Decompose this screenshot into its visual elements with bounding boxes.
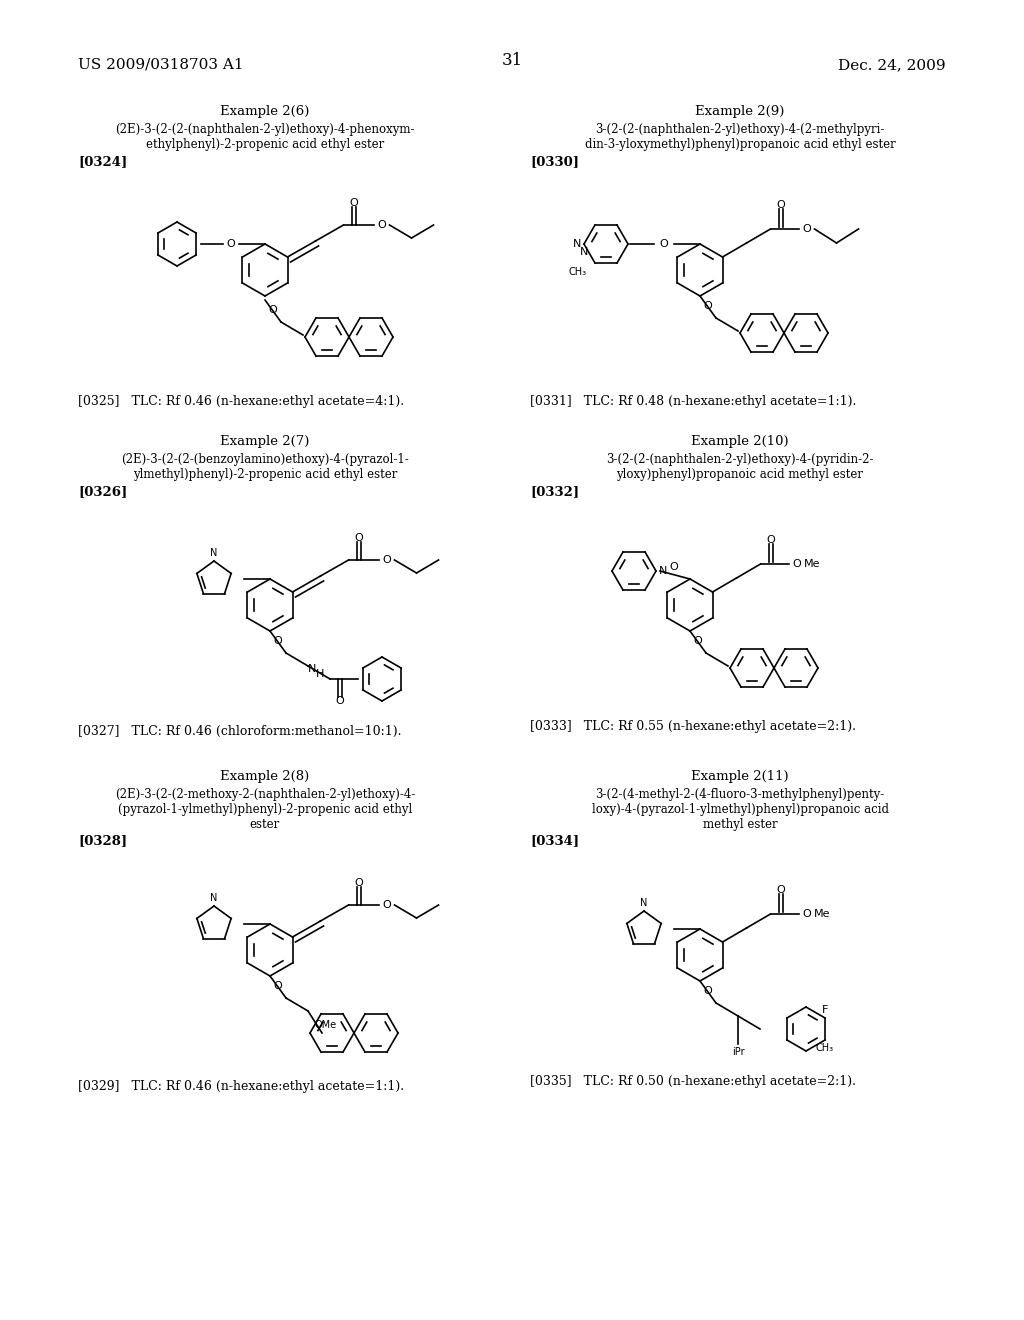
- Text: Example 2(8): Example 2(8): [220, 770, 309, 783]
- Text: O: O: [703, 301, 713, 312]
- Text: 3-(2-(2-(naphthalen-2-yl)ethoxy)-4-(pyridin-2-
yloxy)phenyl)propanoic acid methy: 3-(2-(2-(naphthalen-2-yl)ethoxy)-4-(pyri…: [606, 453, 873, 480]
- Text: N: N: [572, 239, 582, 249]
- Text: H: H: [315, 669, 325, 678]
- Text: N: N: [658, 566, 668, 576]
- Text: Example 2(6): Example 2(6): [220, 106, 309, 117]
- Text: [0330]: [0330]: [530, 154, 579, 168]
- Text: O: O: [268, 305, 278, 315]
- Text: (2E)-3-(2-(2-methoxy-2-(naphthalen-2-yl)ethoxy)-4-
(pyrazol-1-ylmethyl)phenyl)-2: (2E)-3-(2-(2-methoxy-2-(naphthalen-2-yl)…: [115, 788, 415, 832]
- Text: O: O: [703, 986, 713, 997]
- Text: O: O: [226, 239, 236, 249]
- Text: [0328]: [0328]: [78, 834, 127, 847]
- Text: O: O: [659, 239, 669, 249]
- Text: O: O: [802, 909, 811, 919]
- Text: O: O: [377, 220, 386, 230]
- Text: O: O: [273, 981, 283, 991]
- Text: [0326]: [0326]: [78, 484, 127, 498]
- Text: O: O: [382, 554, 391, 565]
- Text: [0335]   TLC: Rf 0.50 (n-hexane:ethyl acetate=2:1).: [0335] TLC: Rf 0.50 (n-hexane:ethyl acet…: [530, 1074, 856, 1088]
- Text: O: O: [336, 696, 344, 706]
- Text: iPr: iPr: [732, 1047, 744, 1057]
- Text: O: O: [693, 636, 702, 645]
- Text: O: O: [776, 884, 784, 895]
- Text: N: N: [308, 664, 316, 675]
- Text: O: O: [766, 535, 775, 545]
- Text: [0327]   TLC: Rf 0.46 (chloroform:methanol=10:1).: [0327] TLC: Rf 0.46 (chloroform:methanol…: [78, 725, 401, 738]
- Text: (2E)-3-(2-(2-(benzoylamino)ethoxy)-4-(pyrazol-1-
ylmethyl)phenyl)-2-propenic aci: (2E)-3-(2-(2-(benzoylamino)ethoxy)-4-(py…: [121, 453, 409, 480]
- Text: Me: Me: [814, 909, 830, 919]
- Text: O: O: [273, 636, 283, 645]
- Text: [0333]   TLC: Rf 0.55 (n-hexane:ethyl acetate=2:1).: [0333] TLC: Rf 0.55 (n-hexane:ethyl acet…: [530, 719, 856, 733]
- Text: O: O: [670, 562, 678, 572]
- Text: Example 2(7): Example 2(7): [220, 436, 309, 447]
- Text: O: O: [349, 198, 358, 209]
- Text: Example 2(9): Example 2(9): [695, 106, 784, 117]
- Text: N: N: [210, 548, 218, 558]
- Text: [0325]   TLC: Rf 0.46 (n-hexane:ethyl acetate=4:1).: [0325] TLC: Rf 0.46 (n-hexane:ethyl acet…: [78, 395, 404, 408]
- Text: O: O: [354, 533, 362, 543]
- Text: 3-(2-(4-methyl-2-(4-fluoro-3-methylphenyl)penty-
loxy)-4-(pyrazol-1-ylmethyl)phe: 3-(2-(4-methyl-2-(4-fluoro-3-methylpheny…: [592, 788, 889, 832]
- Text: Example 2(10): Example 2(10): [691, 436, 788, 447]
- Text: CH₃: CH₃: [569, 267, 587, 277]
- Text: N: N: [210, 894, 218, 903]
- Text: N: N: [640, 898, 648, 908]
- Text: (2E)-3-(2-(2-(naphthalen-2-yl)ethoxy)-4-phenoxym-
ethylphenyl)-2-propenic acid e: (2E)-3-(2-(2-(naphthalen-2-yl)ethoxy)-4-…: [116, 123, 415, 150]
- Text: Me: Me: [804, 558, 821, 569]
- Text: O: O: [802, 224, 811, 234]
- Text: O: O: [776, 201, 784, 210]
- Text: Example 2(11): Example 2(11): [691, 770, 788, 783]
- Text: [0324]: [0324]: [78, 154, 127, 168]
- Text: CH₃: CH₃: [816, 1043, 835, 1053]
- Text: OMe: OMe: [315, 1020, 337, 1030]
- Text: [0331]   TLC: Rf 0.48 (n-hexane:ethyl acetate=1:1).: [0331] TLC: Rf 0.48 (n-hexane:ethyl acet…: [530, 395, 856, 408]
- Text: US 2009/0318703 A1: US 2009/0318703 A1: [78, 58, 244, 73]
- Text: Dec. 24, 2009: Dec. 24, 2009: [839, 58, 946, 73]
- Text: N: N: [580, 247, 588, 257]
- Text: [0329]   TLC: Rf 0.46 (n-hexane:ethyl acetate=1:1).: [0329] TLC: Rf 0.46 (n-hexane:ethyl acet…: [78, 1080, 404, 1093]
- Text: O: O: [382, 900, 391, 909]
- Text: O: O: [354, 878, 362, 888]
- Text: O: O: [793, 558, 801, 569]
- Text: [0334]: [0334]: [530, 834, 580, 847]
- Text: 31: 31: [502, 51, 522, 69]
- Text: 3-(2-(2-(naphthalen-2-yl)ethoxy)-4-(2-methylpyri-
din-3-yloxymethyl)phenyl)propa: 3-(2-(2-(naphthalen-2-yl)ethoxy)-4-(2-me…: [585, 123, 895, 150]
- Text: [0332]: [0332]: [530, 484, 580, 498]
- Text: F: F: [822, 1005, 828, 1015]
